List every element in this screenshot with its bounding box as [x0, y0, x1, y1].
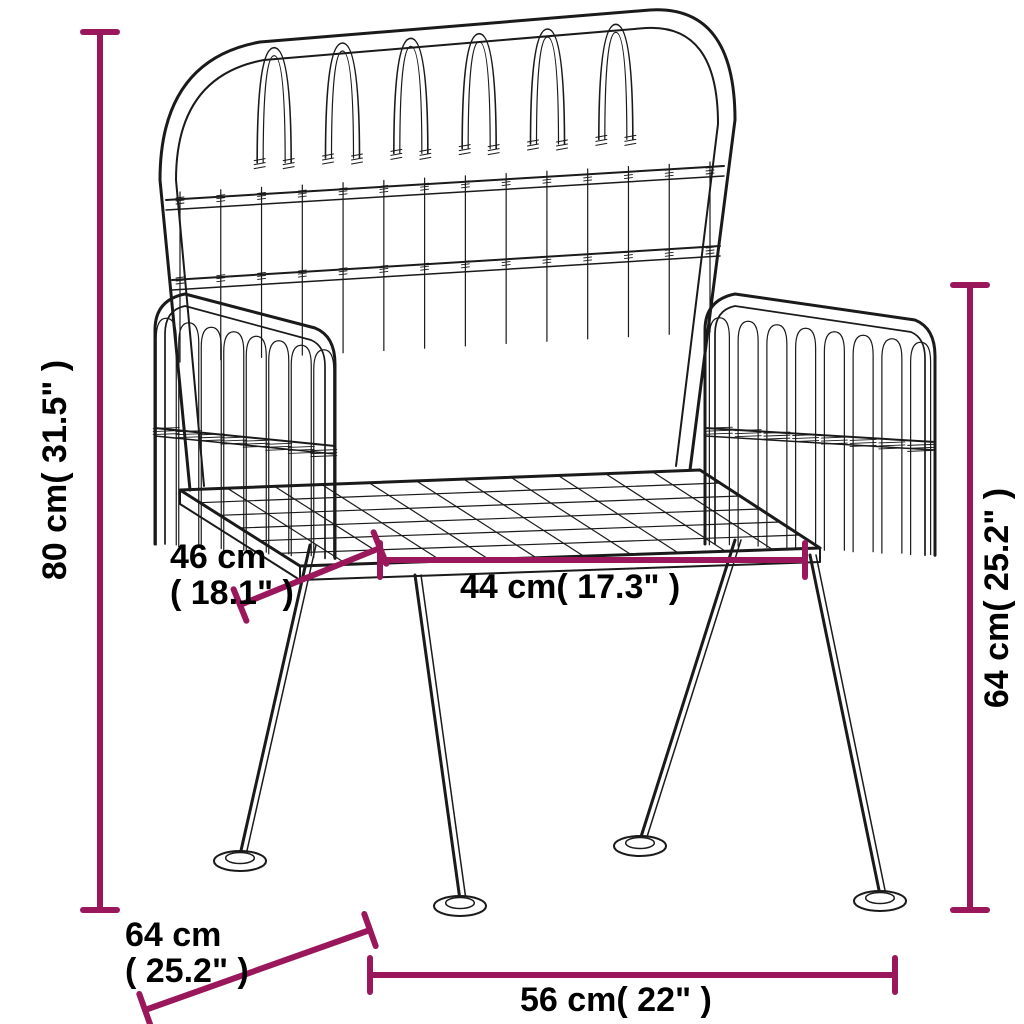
diagram-stage: 80 cm( 31.5" ) 64 cm( 25.2" ) 44 cm( 17.3"…	[0, 0, 1024, 1024]
dim-label-seat_width: 44 cm( 17.3" )	[460, 570, 680, 606]
dim-label-depth_seat: 46 cm( 18.1" )	[170, 540, 294, 611]
dim-label-height_arm: 64 cm( 25.2" )	[980, 488, 1016, 708]
dim-label-base_width: 56 cm( 22" )	[520, 983, 712, 1019]
diagram-svg	[0, 0, 1024, 1024]
dim-label-height_total: 80 cm( 31.5" )	[38, 360, 74, 580]
dim-label-depth_base: 64 cm( 25.2" )	[125, 918, 249, 989]
chair-illustration	[153, 10, 935, 916]
